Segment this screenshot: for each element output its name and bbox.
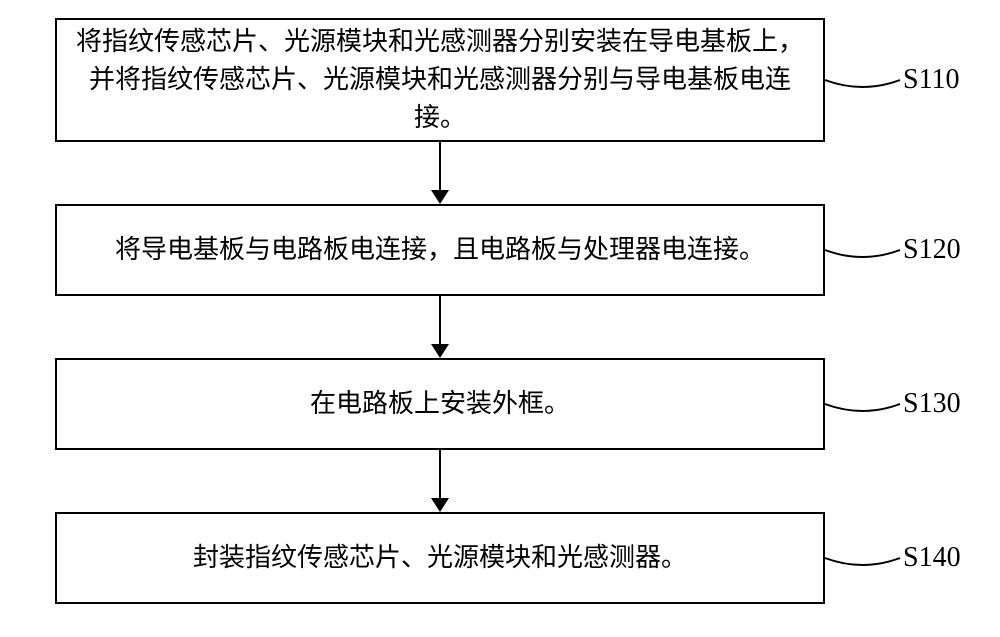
flow-step-4: 封装指纹传感芯片、光源模块和光感测器。 <box>55 512 825 604</box>
brace-connector <box>825 250 900 257</box>
flow-step-3: 在电路板上安装外框。 <box>55 358 825 450</box>
brace-connector <box>825 80 900 87</box>
flow-arrow-1 <box>431 142 449 204</box>
flow-step-label-S110: S110 <box>903 64 960 96</box>
brace-connector <box>825 558 900 565</box>
flow-arrow-3 <box>431 450 449 512</box>
flow-step-text: 将指纹传感芯片、光源模块和光感测器分别安装在导电基板上，并将指纹传感芯片、光源模… <box>75 23 805 136</box>
brace-connector <box>825 404 900 411</box>
flow-step-text: 封装指纹传感芯片、光源模块和光感测器。 <box>75 539 805 577</box>
flow-step-label-S130: S130 <box>903 388 961 420</box>
flow-step-label-S120: S120 <box>903 234 961 266</box>
flow-arrow-2 <box>431 296 449 358</box>
flow-step-text: 在电路板上安装外框。 <box>75 385 805 423</box>
flow-step-label-S140: S140 <box>903 542 961 574</box>
flow-step-2: 将导电基板与电路板电连接，且电路板与处理器电连接。 <box>55 204 825 296</box>
flow-step-1: 将指纹传感芯片、光源模块和光感测器分别安装在导电基板上，并将指纹传感芯片、光源模… <box>55 18 825 142</box>
flow-step-text: 将导电基板与电路板电连接，且电路板与处理器电连接。 <box>75 231 805 269</box>
